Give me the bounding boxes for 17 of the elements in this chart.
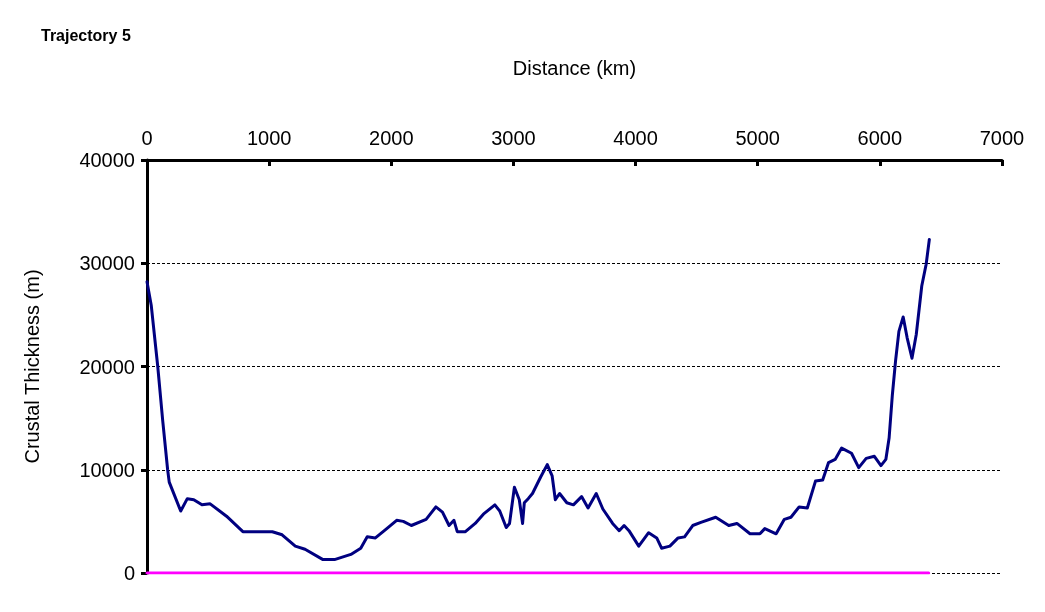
x-tick-label: 4000 — [613, 127, 658, 149]
x-tick-label: 6000 — [857, 127, 903, 149]
x-axis-title: Distance (km) — [512, 57, 637, 79]
y-tick-label: 30000 — [79, 252, 135, 275]
x-tick-label: 7000 — [979, 127, 1025, 149]
y-axis-title: Crustal Thickness (m) — [21, 269, 43, 464]
line-series — [145, 238, 931, 562]
x-tick-label: 0 — [141, 127, 153, 149]
x-tick-label: 2000 — [369, 127, 414, 149]
y-tick-label: 40000 — [79, 149, 135, 171]
x-tick-label: 5000 — [735, 127, 780, 149]
y-tick-label: 10000 — [79, 458, 135, 481]
x-tick-label: 3000 — [491, 127, 536, 149]
y-tick-label: 0 — [123, 562, 135, 584]
y-tick-label: 20000 — [79, 355, 135, 378]
x-tick-label: 1000 — [246, 127, 292, 149]
chart-title: Trajectory 5 — [41, 26, 131, 44]
